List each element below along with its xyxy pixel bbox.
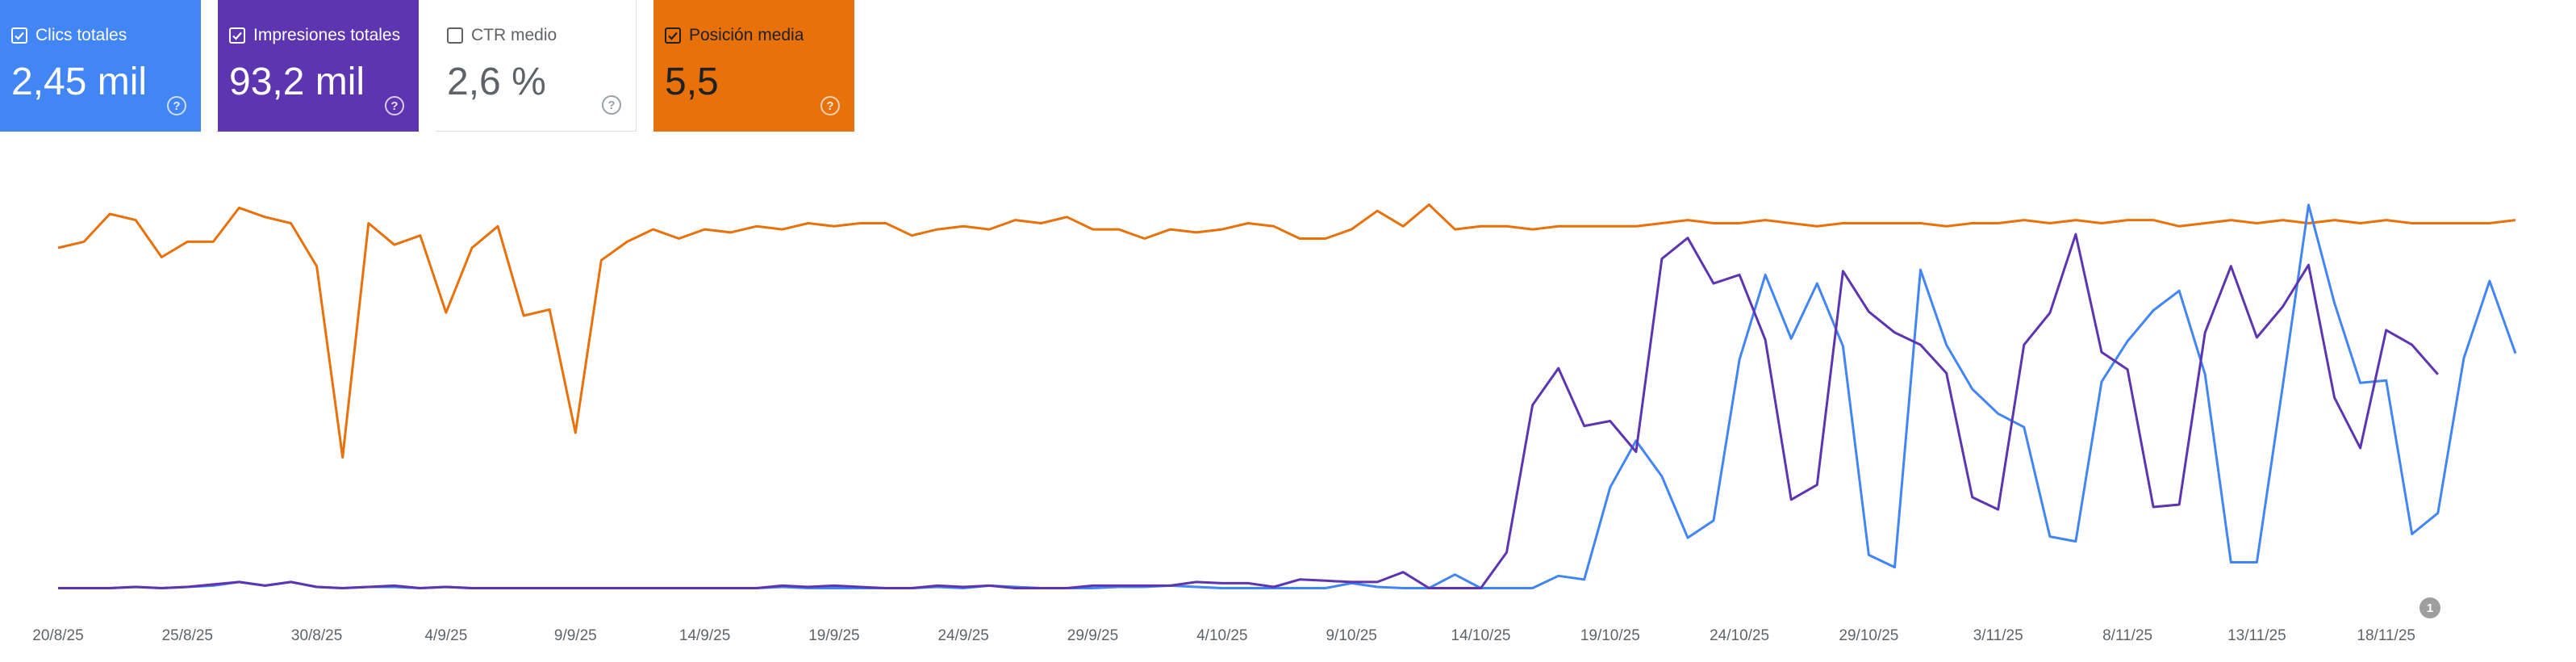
metric-card-ctr[interactable]: CTR medio 2,6 % ? [436, 0, 637, 132]
metric-label: Impresiones totales [253, 26, 401, 44]
metric-card-position[interactable]: Posición media 5,5 ? [653, 0, 854, 132]
metric-card-clicks[interactable]: Clics totales 2,45 mil ? [0, 0, 201, 132]
series-line-posici-n-media [57, 203, 2516, 459]
help-icon[interactable]: ? [167, 96, 186, 115]
metric-card-header: Posición media [665, 21, 854, 50]
metric-label: Posición media [689, 26, 804, 44]
performance-line-chart[interactable]: 20/8/25 25/8/25 30/8/25 4/9/25 9/9/25 14/9/25… [0, 132, 2576, 662]
x-tick-label: 14/9/25 [679, 627, 730, 644]
checkbox-unchecked-icon[interactable] [447, 27, 463, 44]
x-tick-label: 3/11/25 [1973, 627, 2023, 644]
series-line-clics-totales [58, 203, 2517, 589]
help-icon[interactable]: ? [820, 96, 840, 115]
metric-card-header: Clics totales [11, 21, 201, 50]
x-tick-label: 29/9/25 [1067, 627, 1118, 644]
x-tick-label: 19/9/25 [808, 627, 859, 644]
x-tick-label: 24/9/25 [937, 627, 988, 644]
metric-card-impressions[interactable]: Impresiones totales 93,2 mil ? [218, 0, 419, 132]
x-axis: 20/8/25 25/8/25 30/8/25 4/9/25 9/9/25 14/9/25… [32, 627, 2415, 644]
x-tick-label: 8/11/25 [2102, 627, 2152, 644]
metric-value: 93,2 mil [229, 61, 365, 103]
x-tick-label: 29/10/25 [1839, 627, 1898, 644]
x-tick-label: 9/9/25 [554, 627, 597, 644]
annotation-label: 1 [2427, 601, 2433, 615]
x-tick-label: 9/10/25 [1326, 627, 1376, 644]
help-icon[interactable]: ? [602, 95, 621, 115]
x-tick-label: 18/11/25 [2357, 627, 2415, 644]
series-layer [57, 203, 2517, 589]
metric-card-header: Impresiones totales [229, 21, 419, 50]
checkbox-checked-icon[interactable] [11, 27, 27, 44]
x-tick-label: 20/8/25 [32, 627, 83, 644]
x-tick-label: 25/8/25 [162, 627, 213, 644]
metric-value: 2,6 % [447, 61, 546, 103]
metric-card-header: CTR medio [447, 21, 636, 50]
metric-label: CTR medio [471, 26, 557, 44]
x-tick-label: 4/9/25 [424, 627, 467, 644]
x-tick-label: 30/8/25 [291, 627, 342, 644]
checkbox-checked-icon[interactable] [229, 27, 245, 44]
annotation-marker[interactable]: 1 [2419, 597, 2440, 618]
series-line-impresiones-totales [58, 233, 2439, 589]
metric-value: 2,45 mil [11, 61, 148, 103]
x-tick-label: 19/10/25 [1580, 627, 1640, 644]
metric-cards: Clics totales 2,45 mil ? Impresiones tot… [0, 0, 854, 132]
metric-value: 5,5 [665, 61, 719, 103]
x-tick-label: 14/10/25 [1451, 627, 1511, 644]
help-icon[interactable]: ? [385, 96, 404, 115]
annotation-circle[interactable] [2419, 597, 2440, 618]
x-tick-label: 24/10/25 [1710, 627, 1769, 644]
x-tick-label: 4/10/25 [1196, 627, 1247, 644]
checkbox-checked-icon[interactable] [665, 27, 681, 44]
x-tick-label: 13/11/25 [2227, 627, 2286, 644]
metric-label: Clics totales [35, 26, 127, 44]
